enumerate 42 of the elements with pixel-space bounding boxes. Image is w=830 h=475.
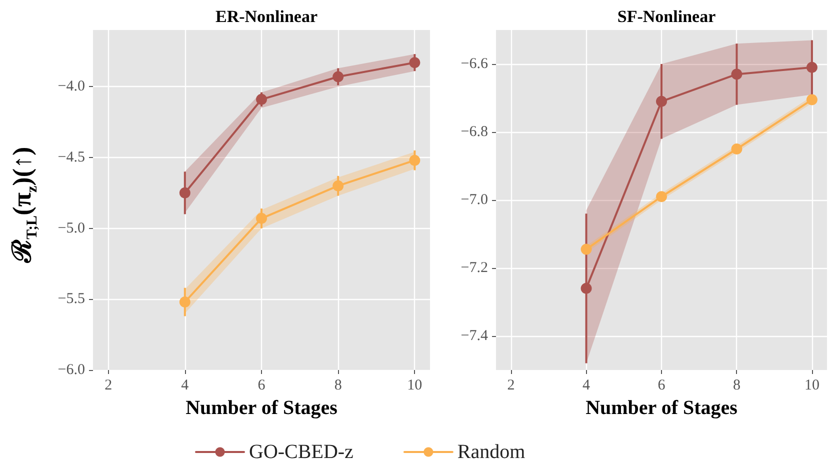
y-tick-label: −6.0 [58, 362, 85, 378]
point [179, 187, 190, 198]
legend-label: Random [457, 441, 526, 463]
x-tick-label: 2 [104, 378, 112, 394]
point [656, 191, 667, 202]
y-tick-label: −4.0 [58, 78, 85, 95]
legend-label: GO-CBED-z [249, 441, 354, 463]
x-tick-label: 10 [804, 378, 820, 394]
x-axis-title: Number of Stages [186, 397, 338, 419]
point [256, 212, 267, 224]
x-tick-label: 8 [334, 378, 342, 394]
chart-title: SF-Nonlinear [617, 7, 716, 26]
y-tick-label: −7.4 [460, 328, 488, 344]
x-tick-label: 4 [181, 378, 190, 394]
point [179, 296, 190, 308]
point [332, 180, 344, 192]
point [409, 154, 420, 166]
point [580, 244, 592, 255]
x-tick-label: 6 [258, 378, 266, 394]
x-tick-label: 2 [507, 378, 515, 394]
x-axis-title: Number of Stages [586, 397, 738, 419]
x-tick-label: 4 [582, 378, 591, 394]
x-tick-label: 6 [658, 378, 666, 394]
point [409, 57, 420, 68]
chart-title: ER-Nonlinear [216, 7, 318, 26]
point [656, 96, 667, 107]
y-tick-label: −7.0 [460, 192, 488, 208]
point [806, 94, 818, 106]
x-tick-label: 10 [407, 378, 422, 394]
y-tick-label: −7.2 [460, 260, 488, 276]
point [731, 144, 742, 154]
y-tick-label: −6.6 [460, 56, 488, 72]
point [806, 62, 818, 73]
point [731, 68, 742, 80]
y-tick-label: −5.5 [58, 291, 85, 308]
y-tick-label: −4.5 [58, 150, 85, 166]
point [580, 282, 592, 294]
point [332, 71, 344, 82]
point [256, 94, 267, 105]
y-tick-label: −5.0 [58, 220, 85, 236]
y-tick-label: −6.8 [460, 124, 488, 140]
x-tick-label: 8 [732, 378, 740, 394]
